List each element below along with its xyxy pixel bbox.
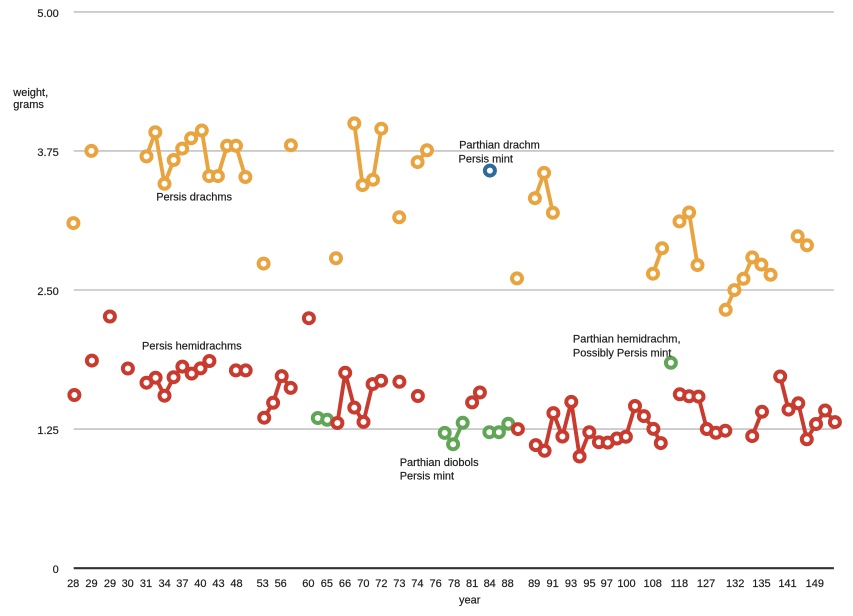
svg-text:66: 66: [339, 578, 351, 590]
svg-text:30: 30: [122, 578, 134, 590]
svg-text:97: 97: [601, 578, 613, 590]
svg-text:31: 31: [140, 578, 152, 590]
svg-text:Persis mint: Persis mint: [400, 470, 454, 482]
svg-text:34: 34: [158, 578, 170, 590]
svg-text:weight,: weight,: [12, 87, 48, 99]
svg-text:72: 72: [375, 578, 387, 590]
svg-text:89: 89: [528, 578, 540, 590]
svg-text:149: 149: [806, 578, 824, 590]
svg-text:Persis drachms: Persis drachms: [156, 192, 232, 204]
svg-text:78: 78: [448, 578, 460, 590]
svg-text:65: 65: [321, 578, 333, 590]
svg-text:0: 0: [53, 564, 59, 576]
svg-text:141: 141: [778, 578, 796, 590]
svg-text:3.75: 3.75: [37, 147, 58, 159]
svg-text:29: 29: [104, 578, 116, 590]
svg-text:Persis mint: Persis mint: [459, 153, 513, 165]
svg-text:135: 135: [752, 578, 770, 590]
svg-text:91: 91: [546, 578, 558, 590]
svg-text:118: 118: [671, 578, 689, 590]
svg-text:81: 81: [466, 578, 478, 590]
svg-text:grams: grams: [13, 99, 44, 111]
svg-text:93: 93: [565, 578, 577, 590]
svg-text:Parthian hemidrachm,: Parthian hemidrachm,: [573, 333, 681, 345]
svg-text:100: 100: [617, 578, 635, 590]
svg-text:60: 60: [302, 578, 314, 590]
svg-text:70: 70: [357, 578, 369, 590]
svg-text:29: 29: [85, 578, 97, 590]
svg-text:1.25: 1.25: [37, 425, 58, 437]
svg-text:Possibly Persis mint: Possibly Persis mint: [573, 347, 671, 359]
svg-text:48: 48: [230, 578, 242, 590]
svg-text:53: 53: [257, 578, 269, 590]
svg-text:Parthian diobols: Parthian diobols: [400, 457, 479, 469]
svg-text:37: 37: [176, 578, 188, 590]
svg-text:43: 43: [212, 578, 224, 590]
svg-text:Parthian drachm: Parthian drachm: [459, 139, 540, 151]
svg-text:127: 127: [697, 578, 715, 590]
svg-text:88: 88: [501, 578, 513, 590]
svg-text:108: 108: [644, 578, 662, 590]
svg-text:132: 132: [726, 578, 744, 590]
svg-text:2.50: 2.50: [37, 286, 58, 298]
svg-text:76: 76: [429, 578, 441, 590]
svg-text:73: 73: [393, 578, 405, 590]
svg-text:40: 40: [194, 578, 206, 590]
svg-text:74: 74: [411, 578, 423, 590]
svg-text:95: 95: [583, 578, 595, 590]
svg-text:5.00: 5.00: [37, 8, 58, 20]
svg-text:28: 28: [67, 578, 79, 590]
svg-text:56: 56: [275, 578, 287, 590]
svg-text:84: 84: [484, 578, 496, 590]
svg-text:Persis hemidrachms: Persis hemidrachms: [142, 341, 242, 353]
svg-text:year: year: [459, 594, 481, 606]
